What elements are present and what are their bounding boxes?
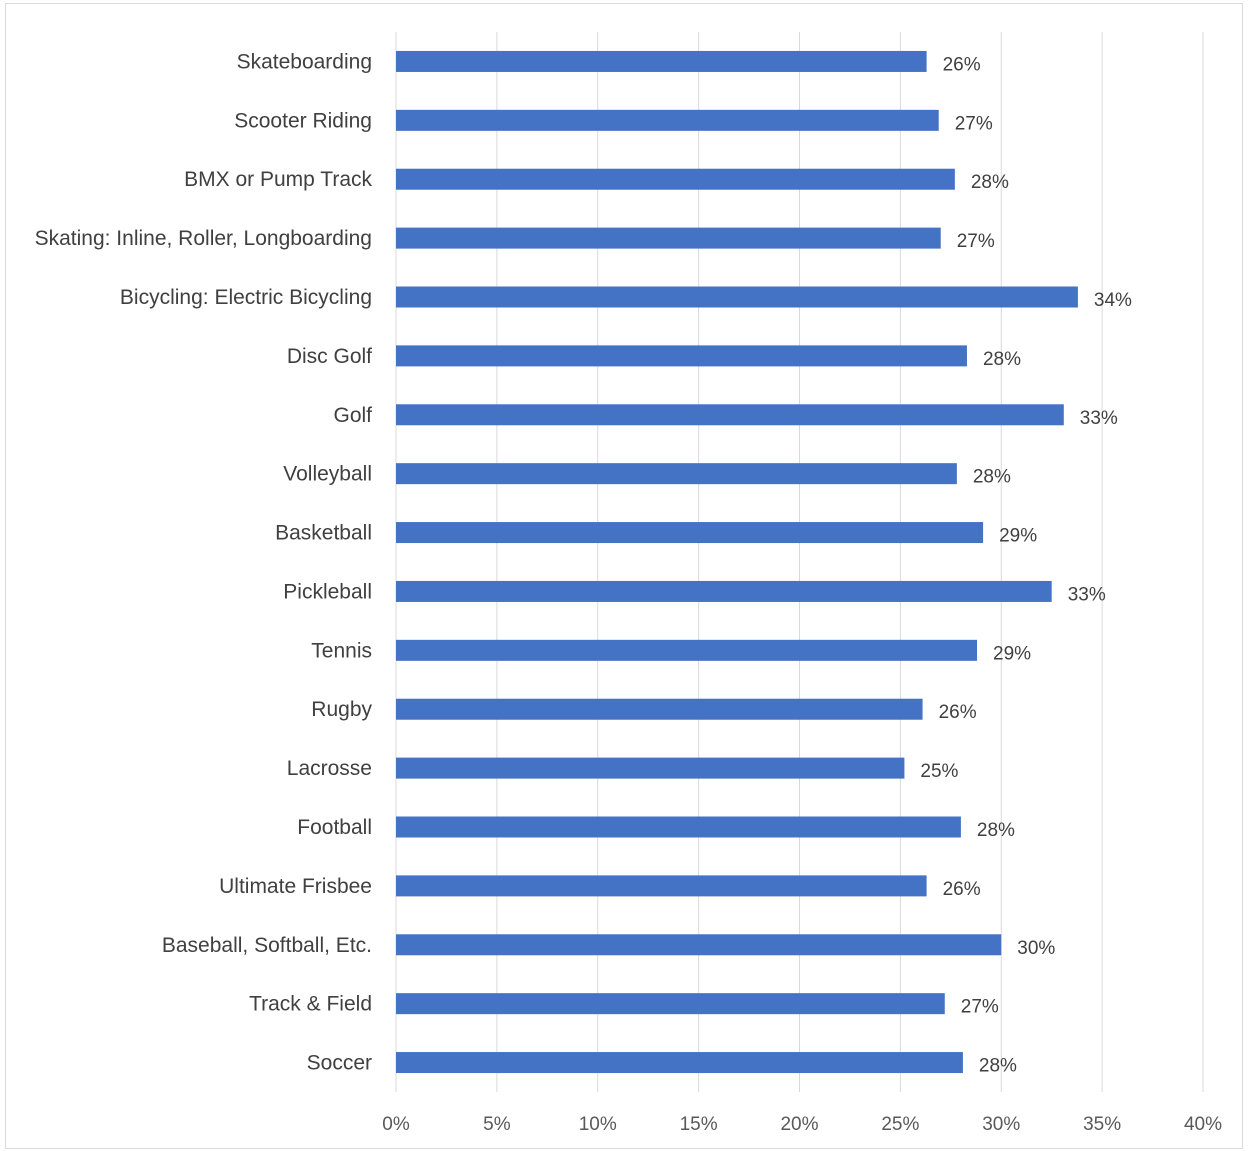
data-label: 28% [979,1056,1017,1077]
data-label: 26% [939,702,977,723]
data-label: 26% [943,54,981,75]
data-label: 29% [999,526,1037,547]
data-label: 29% [993,643,1031,664]
bar [396,522,984,544]
data-label: 28% [977,820,1015,841]
bar [396,934,1002,956]
bar [396,404,1064,426]
bar [396,639,978,661]
category-label: Skating: Inline, Roller, Longboarding [35,227,372,250]
bar [396,816,961,838]
data-label: 33% [1080,408,1118,429]
category-labels: Skateboarding Scooter Riding BMX or Pump T… [35,50,373,1074]
x-tick-label: 25% [881,1114,919,1135]
category-label: Baseball, Softball, Etc. [162,934,372,957]
category-label: Pickleball [283,580,372,603]
bar [396,463,957,485]
data-label: 25% [920,761,958,782]
x-tick-label: 0% [382,1114,410,1135]
category-label: Golf [333,404,372,427]
category-label: Ultimate Frisbee [219,875,372,898]
category-label: Skateboarding [237,50,372,73]
data-label: 30% [1017,938,1055,959]
bar [396,698,923,720]
bar [396,345,967,367]
bars [396,50,1078,1074]
category-label: Football [297,816,372,839]
data-label: 34% [1094,290,1132,311]
data-label: 26% [943,879,981,900]
bar [396,168,955,190]
x-tick-label: 35% [1083,1114,1121,1135]
data-label: 33% [1068,584,1106,605]
category-label: Tennis [311,639,372,662]
x-tick-label: 5% [483,1114,511,1135]
category-label: Lacrosse [287,757,372,780]
category-label: Rugby [311,698,372,721]
x-tick-label: 30% [982,1114,1020,1135]
data-label: 27% [955,113,993,134]
data-label: 28% [971,172,1009,193]
category-label: Disc Golf [287,345,372,368]
bar [396,757,905,779]
category-label: Track & Field [249,993,372,1016]
bar [396,109,939,131]
bar [396,580,1052,602]
category-label: Bicycling: Electric Bicycling [120,286,372,309]
chart-frame [5,3,1243,1149]
bar [396,286,1078,308]
bar [396,993,945,1015]
category-label: Volleyball [283,463,372,486]
data-label: 27% [961,997,999,1018]
data-label: 28% [973,467,1011,488]
gridlines [395,32,1204,1092]
x-axis-tick-labels: 0% 5% 10% 15% 20% 25% 30% 35% 40% [382,1114,1222,1135]
bar [396,1052,963,1074]
x-tick-label: 20% [780,1114,818,1135]
data-label: 28% [983,349,1021,370]
category-label: Scooter Riding [234,109,372,132]
bar [396,227,941,249]
x-tick-label: 10% [579,1114,617,1135]
data-labels: 26% 27% 28% 27% 34% 28% 33% 28% 29% 33% 29% 26% 25% 2… [920,54,1132,1076]
category-label: BMX or Pump Track [184,168,372,191]
x-tick-label: 15% [680,1114,718,1135]
category-label: Soccer [307,1052,372,1075]
bar [396,50,927,72]
x-tick-label: 40% [1184,1114,1222,1135]
category-label: Basketball [275,522,372,545]
data-label: 27% [957,231,995,252]
bar [396,875,927,897]
